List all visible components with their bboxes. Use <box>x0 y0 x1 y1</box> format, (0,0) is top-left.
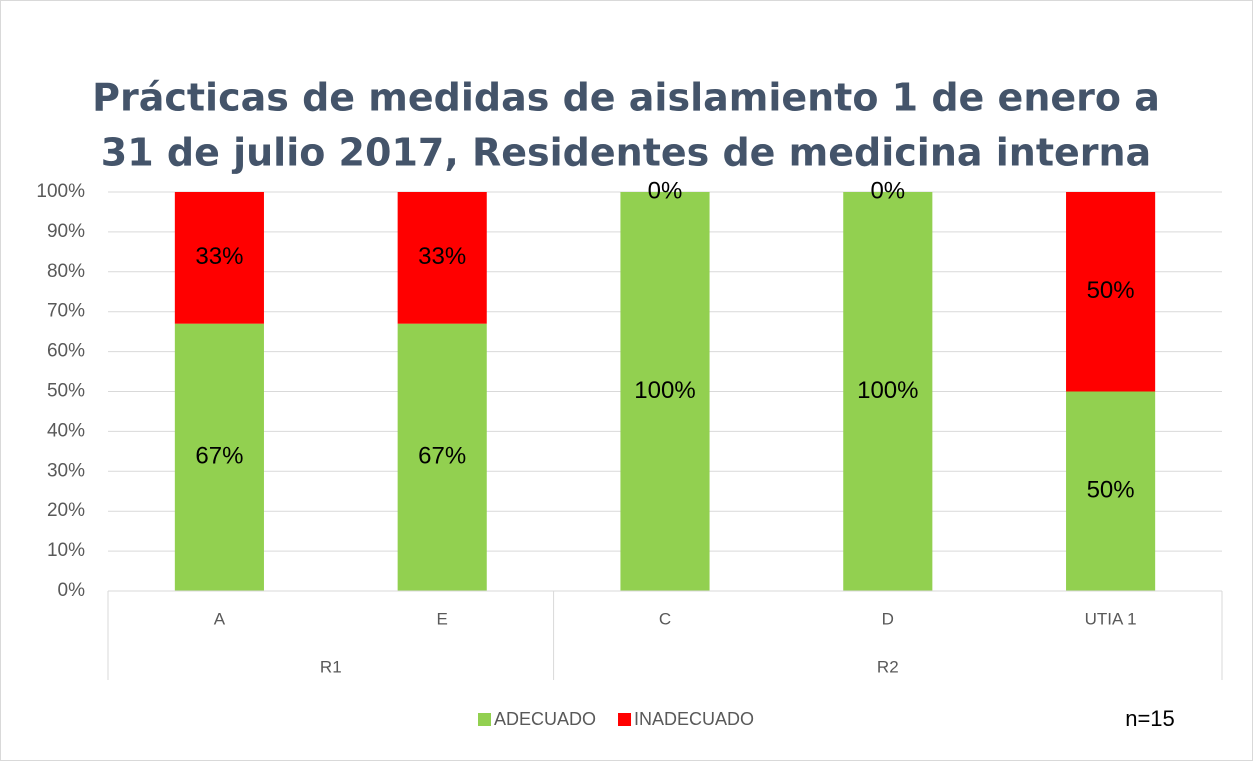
y-tick-label: 100% <box>36 181 85 202</box>
y-tick-label: 40% <box>47 420 85 441</box>
x-tick-label: UTIA 1 <box>1085 609 1137 628</box>
bar-segment <box>620 192 710 591</box>
value-label: 50% <box>1087 477 1135 504</box>
chart-title: Prácticas de medidas de aislamiento 1 de… <box>92 76 1160 120</box>
legend-label: INADECUADO <box>634 709 754 729</box>
legend-swatch <box>478 713 491 726</box>
bar-segment <box>397 192 487 324</box>
group-label: R1 <box>320 657 342 676</box>
group-label: R2 <box>877 657 899 676</box>
y-tick-label: 30% <box>47 460 85 481</box>
annotation: n=15 <box>1125 706 1175 731</box>
value-label: 100% <box>857 377 918 404</box>
chart-title: 31 de julio 2017, Residentes de medicina… <box>101 131 1151 175</box>
value-label: 33% <box>418 243 466 270</box>
y-tick-label: 50% <box>47 381 85 402</box>
value-label: 100% <box>634 377 695 404</box>
value-label: 67% <box>418 443 466 470</box>
bar-segment <box>843 192 933 591</box>
y-tick-label: 90% <box>47 221 85 242</box>
x-tick-label: D <box>882 609 894 628</box>
y-tick-label: 60% <box>47 341 85 362</box>
y-tick-label: 10% <box>47 540 85 561</box>
y-tick-label: 20% <box>47 500 85 521</box>
legend-swatch <box>618 713 632 726</box>
bar-segment <box>1066 391 1156 591</box>
bar-segment <box>174 192 264 324</box>
y-tick-label: 0% <box>58 580 86 601</box>
value-label: 50% <box>1087 277 1135 304</box>
x-tick-label: C <box>659 609 671 628</box>
bar-segment <box>174 323 264 591</box>
value-label: 33% <box>195 243 243 270</box>
legend-label: ADECUADO <box>494 709 596 729</box>
x-tick-label: A <box>214 609 226 628</box>
x-tick-label: E <box>437 609 448 628</box>
value-label: 0% <box>870 177 905 204</box>
bar-segment <box>397 323 487 591</box>
bar-segment <box>1066 192 1156 392</box>
y-tick-label: 80% <box>47 261 85 282</box>
y-tick-label: 70% <box>47 301 85 322</box>
value-label: 0% <box>648 177 683 204</box>
value-label: 67% <box>195 443 243 470</box>
